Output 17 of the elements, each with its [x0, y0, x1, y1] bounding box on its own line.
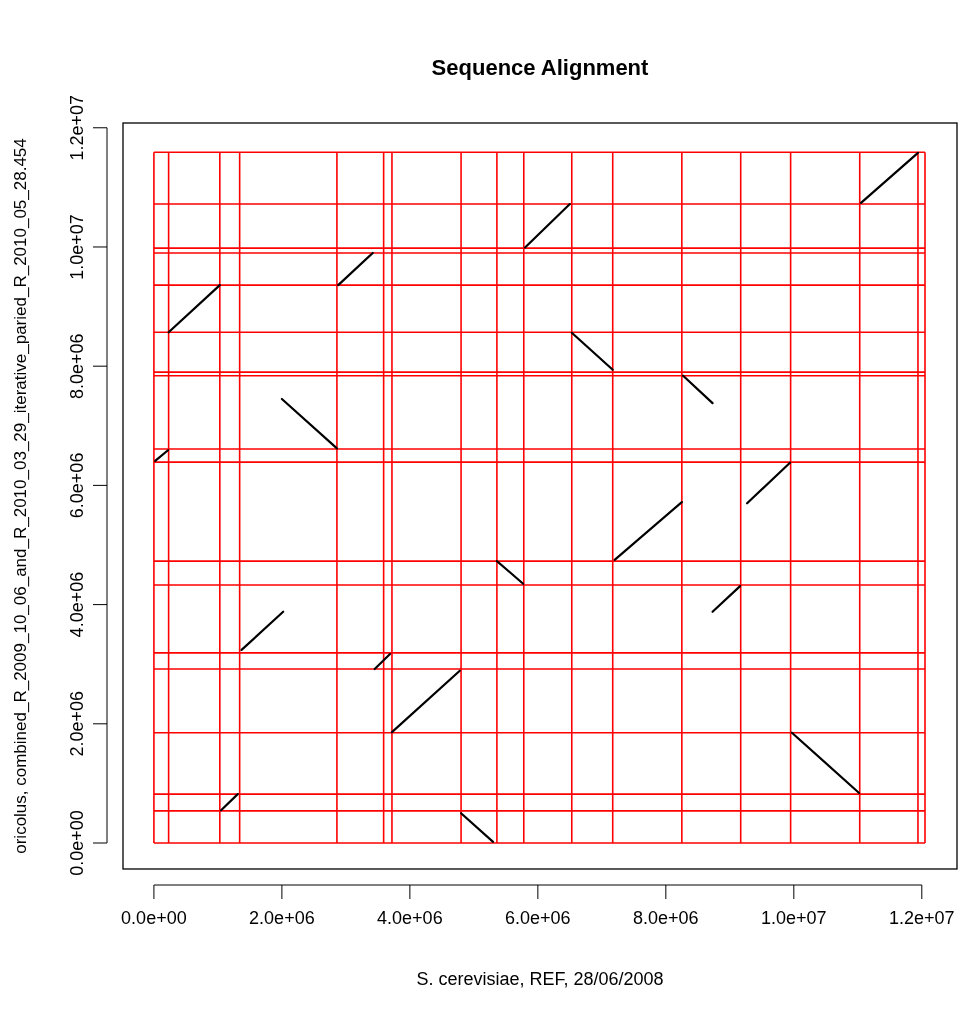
- x-tick-label: 2.0e+06: [249, 908, 315, 928]
- y-tick-label: 6.0e+06: [67, 452, 87, 519]
- y-axis-title: oricolus, combined_R_2009_10_06_and_R_2010_03_29_iterative_paried_R_2010_05_28.454: [11, 138, 30, 854]
- x-tick-label: 8.0e+06: [633, 908, 699, 928]
- y-tick-label: 4.0e+06: [67, 571, 87, 638]
- chart-title: Sequence Alignment: [431, 55, 650, 80]
- x-tick-label: 0.0e+00: [121, 908, 187, 928]
- y-tick-label: 8.0e+06: [67, 333, 87, 399]
- x-tick-label: 1.2e+07: [889, 908, 955, 928]
- x-tick-label: 6.0e+06: [505, 908, 571, 928]
- x-tick-label: 4.0e+06: [377, 908, 443, 928]
- y-tick-label: 2.0e+06: [67, 691, 87, 757]
- y-tick-label: 0.0e+00: [67, 810, 87, 876]
- y-tick-label: 1.2e+07: [67, 94, 87, 161]
- x-axis-title: S. cerevisiae, REF, 28/06/2008: [416, 969, 664, 989]
- x-tick-label: 1.0e+07: [761, 908, 827, 928]
- y-tick-label: 1.0e+07: [67, 214, 87, 280]
